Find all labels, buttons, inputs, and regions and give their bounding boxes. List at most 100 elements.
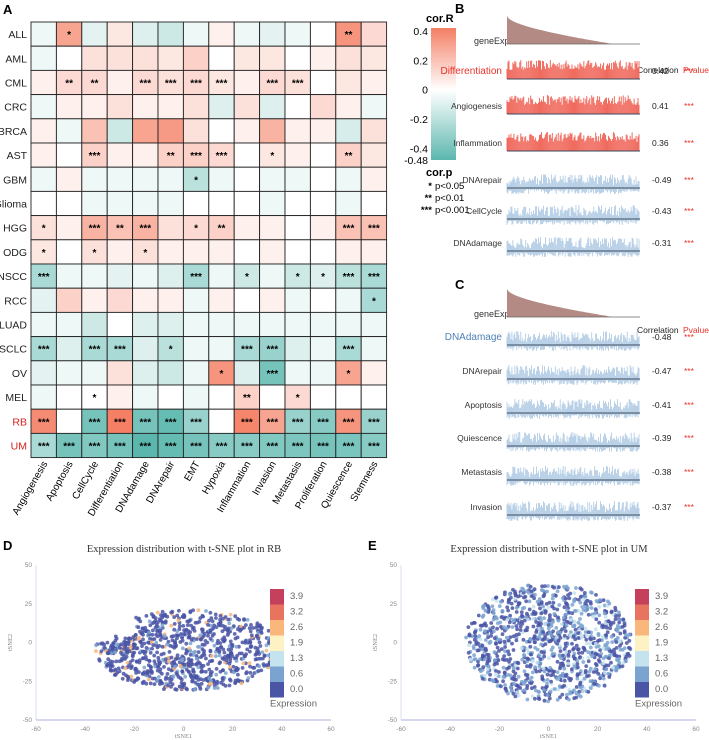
scatter-point bbox=[158, 679, 163, 684]
scatter-point bbox=[212, 686, 217, 690]
heatmap-cell bbox=[360, 384, 388, 410]
scatter-point bbox=[210, 633, 215, 638]
significance-mark: *** bbox=[165, 79, 177, 90]
significance-mark: *** bbox=[139, 79, 151, 90]
scatter-point bbox=[266, 653, 271, 658]
scatter-point bbox=[594, 617, 599, 622]
scatter-point bbox=[578, 655, 582, 659]
scatter-point bbox=[571, 624, 575, 629]
scatter-point bbox=[570, 667, 574, 672]
heatmap-cell bbox=[157, 263, 184, 289]
heatmap-cell bbox=[132, 360, 159, 386]
scatter-point bbox=[552, 687, 557, 691]
scatter-point bbox=[529, 681, 533, 686]
correlation-value: -0.41 bbox=[652, 400, 672, 410]
row-label: UM bbox=[11, 441, 27, 453]
heatmap-cell bbox=[309, 215, 337, 241]
heatmap-cell bbox=[157, 69, 184, 96]
scatter-point bbox=[601, 646, 606, 651]
scatter-point bbox=[554, 635, 559, 640]
scatter-point bbox=[160, 623, 165, 628]
significance-mark: *** bbox=[190, 417, 202, 428]
scatter-point bbox=[144, 681, 149, 686]
scatter-point bbox=[515, 690, 520, 694]
scatter-point bbox=[188, 672, 193, 677]
heatmap-cell bbox=[284, 384, 311, 410]
heatmap-cell bbox=[259, 94, 286, 120]
colorbar: cor.R 0.4 0.2 0 -0.2 -0.4-0.48 bbox=[404, 13, 456, 167]
scatter-point bbox=[551, 600, 556, 605]
scatter-point bbox=[598, 648, 602, 652]
scatter-point bbox=[236, 672, 240, 677]
heatmap-cell bbox=[106, 384, 134, 410]
significance-mark: ** bbox=[91, 79, 99, 90]
scatter-point bbox=[571, 647, 575, 652]
scatter-point bbox=[520, 679, 524, 684]
scatter-point bbox=[495, 679, 499, 684]
heatmap-cell bbox=[106, 190, 134, 217]
scatter-point bbox=[582, 646, 587, 651]
scatter-point bbox=[573, 609, 578, 613]
colorbar-tick-label: -0.48 bbox=[404, 155, 428, 167]
scatter-point bbox=[154, 640, 159, 645]
scatter-point bbox=[586, 690, 591, 694]
heatmap-cell bbox=[81, 190, 108, 217]
scatter-point bbox=[105, 640, 110, 645]
scatter-point bbox=[611, 666, 615, 670]
scatter-point bbox=[258, 623, 263, 628]
heatmap-cell bbox=[309, 360, 337, 386]
scatter-point bbox=[583, 601, 588, 606]
scatter-point bbox=[597, 613, 602, 618]
scatter-point bbox=[204, 609, 208, 613]
scatter-point bbox=[496, 658, 501, 663]
scatter-point bbox=[129, 674, 134, 679]
legend-swatch bbox=[270, 589, 284, 605]
scatter-point bbox=[564, 601, 568, 605]
heatmap-cell bbox=[208, 215, 235, 241]
significance-mark: *** bbox=[165, 442, 177, 453]
scatter-point bbox=[525, 676, 530, 681]
heatmap-cell bbox=[309, 142, 337, 168]
scatter-point bbox=[562, 615, 566, 620]
track-label: Invasion bbox=[470, 502, 502, 512]
scatter-point bbox=[476, 613, 481, 618]
significance-mark: *** bbox=[190, 79, 202, 90]
scatter-point bbox=[607, 675, 612, 679]
scatter-point bbox=[524, 589, 529, 593]
row-label: AST bbox=[7, 150, 28, 162]
scatter-point bbox=[473, 657, 478, 661]
heatmap-cell bbox=[208, 287, 235, 313]
scatter-point bbox=[597, 604, 602, 609]
pvalue-stars: *** bbox=[684, 502, 695, 512]
heatmap-cell bbox=[182, 408, 210, 434]
scatter-point bbox=[119, 642, 123, 647]
scatter-point bbox=[503, 686, 508, 691]
scatter-point bbox=[491, 625, 495, 630]
scatter-point bbox=[188, 649, 193, 653]
scatter-point bbox=[543, 611, 548, 615]
scatter-point bbox=[576, 631, 581, 635]
signal-track bbox=[506, 466, 640, 486]
row-label: CRC bbox=[4, 102, 27, 114]
scatter-point bbox=[499, 684, 503, 689]
scatter-point bbox=[207, 618, 211, 623]
scatter-point bbox=[120, 656, 124, 661]
heatmap-cell bbox=[55, 287, 83, 313]
legend-value: 0.6 bbox=[290, 669, 303, 680]
legend-value: 3.2 bbox=[655, 607, 668, 618]
scatter-point bbox=[550, 596, 555, 601]
scatter-point bbox=[535, 660, 539, 665]
heatmap-cell bbox=[132, 142, 159, 168]
scatter-point bbox=[564, 650, 568, 654]
scatter-point bbox=[149, 669, 153, 674]
scatter-point bbox=[586, 630, 591, 635]
signal-track bbox=[506, 365, 640, 385]
heatmap-cell bbox=[157, 408, 184, 434]
scatter-point bbox=[539, 600, 544, 604]
scatter-point bbox=[624, 654, 629, 659]
track-label: Inflammation bbox=[453, 138, 502, 148]
scatter-point bbox=[583, 626, 588, 631]
scatter-point bbox=[503, 683, 507, 687]
scatter-point bbox=[94, 649, 98, 653]
